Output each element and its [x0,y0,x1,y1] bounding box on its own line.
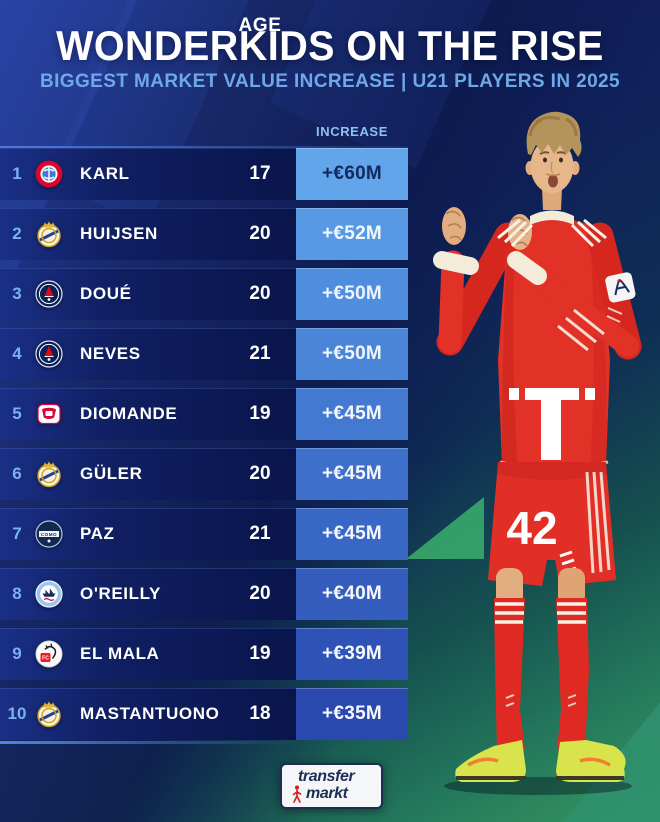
table-row: 6 GÜLER 20 +€45M [0,448,408,500]
player-age: 19 [249,643,271,664]
increase-value: +€39M [296,628,408,680]
column-header-increase: INCREASE [316,124,388,139]
player-photo-bayern-42: 42 [433,111,642,795]
column-header-age: AGE [238,15,282,36]
player-name: DOUÉ [80,284,132,303]
logo-word-markt: markt [306,784,348,802]
rank-number: 7 [12,524,22,543]
table-row: 8 O'REILLY 20 +€40M [0,568,408,620]
increase-value: +€60M [296,148,408,200]
player-age: 19 [249,403,271,424]
player-age: 20 [249,583,271,604]
player-age: 20 [249,223,271,244]
table-row: 3 DOUÉ 20 +€50M [0,268,408,320]
player-name: NEVES [80,344,141,363]
table-row: 7 COMO PAZ 21 +€45M [0,508,408,560]
increase-value: +€52M [296,208,408,260]
rank-number: 4 [12,344,22,363]
rank-number: 10 [7,704,27,723]
page-subtitle: BIGGEST MARKET VALUE INCREASE | U21 PLAY… [39,71,620,92]
player-age: 20 [249,283,271,304]
svg-text:FC: FC [42,656,49,662]
club-badge-rb-leipzig-icon [35,400,63,428]
increase-value: +€40M [296,568,408,620]
player-name: O'REILLY [80,584,161,603]
player-age: 17 [249,163,271,184]
player-name: DIOMANDE [80,404,178,423]
player-name: GÜLER [80,464,143,483]
club-badge-real-madrid-icon [35,700,63,728]
club-badge-fc-koln-icon: FC [35,640,63,668]
player-name: KARL [80,164,130,183]
club-badge-bayern-munich-icon [35,160,63,188]
club-badge-real-madrid-icon [35,460,63,488]
table-top-divider [0,146,408,148]
rank-number: 8 [12,584,22,603]
rank-number: 5 [12,404,22,423]
table-bottom-divider [0,741,300,744]
increase-value: +€45M [296,508,408,560]
transfermarkt-logo: transfer markt [280,763,383,809]
table-row: 4 NEVES 21 +€50M [0,328,408,380]
increase-value: +€45M [296,388,408,440]
club-badge-como-icon: COMO [35,520,63,548]
rank-number: 1 [12,164,22,183]
player-name: EL MALA [80,644,160,663]
player-age: 21 [249,523,271,544]
page-title: WONDERKIDS ON THE RISE [56,22,604,69]
player-name: PAZ [80,524,115,543]
player-age: 21 [249,343,271,364]
increase-value: +€35M [296,688,408,740]
transfermarkt-player-figure-icon [292,785,302,804]
club-badge-psg-icon [35,340,63,368]
logo-word-transfer: transfer [298,767,355,785]
rank-number: 6 [12,464,22,483]
player-name: HUIJSEN [80,224,158,243]
club-badge-real-madrid-icon [35,220,63,248]
table-row: 5 DIOMANDE 19 +€45M [0,388,408,440]
table-row: 9 FC EL MALA 19 +€39M [0,628,408,680]
club-badge-psg-icon [35,280,63,308]
player-age: 18 [249,703,271,724]
increase-value: +€50M [296,268,408,320]
player-name: MASTANTUONO [80,704,220,723]
ranking-table: 1 KARL 17 +€60M 2 HUIJSEN 20 +€52M 3 DOU… [0,148,408,748]
rank-number: 9 [12,644,22,663]
rank-number: 2 [12,224,22,243]
table-row: 2 HUIJSEN 20 +€52M [0,208,408,260]
transfermarkt-logo-text: transfer markt [282,765,381,807]
increase-value: +€45M [296,448,408,500]
club-badge-manchester-city-icon [35,580,63,608]
table-row: 10 MASTANTUONO 18 +€35M [0,688,408,740]
svg-text:42: 42 [506,502,557,554]
player-age: 20 [249,463,271,484]
rank-number: 3 [12,284,22,303]
svg-text:COMO: COMO [41,532,57,537]
increase-value: +€50M [296,328,408,380]
table-row: 1 KARL 17 +€60M [0,148,408,200]
